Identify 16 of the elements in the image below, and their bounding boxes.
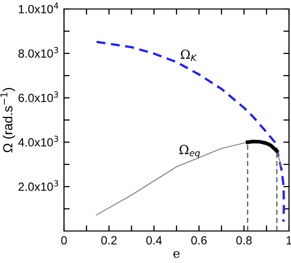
series-label: Ω$_{eq}$: [180, 144, 200, 158]
x-tick-label: 0.4: [146, 236, 162, 245]
y-tick-label: 6.0x10$^{3}$: [18, 91, 58, 102]
line-series: [246, 140, 279, 153]
x-tick-label: 0.6: [191, 236, 207, 245]
x-tick-label: 0: [61, 236, 67, 245]
x-tick-label: 0.2: [101, 236, 117, 245]
x-tick-label: 0.8: [236, 236, 252, 245]
line-series: [96, 40, 285, 223]
y-axis-title: Ω (rad.s$^{−1}$): [0, 88, 16, 152]
y-tick-label: 4.0x10$^{3}$: [18, 136, 58, 147]
y-tick-label: 8.0x10$^{3}$: [18, 46, 58, 58]
y-tick-label: 1.0x10$^{4}$: [18, 2, 58, 14]
x-axis-title: e: [173, 251, 180, 258]
series-label: Ω$_{K}$: [180, 50, 197, 61]
y-tick-label: 2.0x10$^{3}$: [18, 180, 58, 191]
